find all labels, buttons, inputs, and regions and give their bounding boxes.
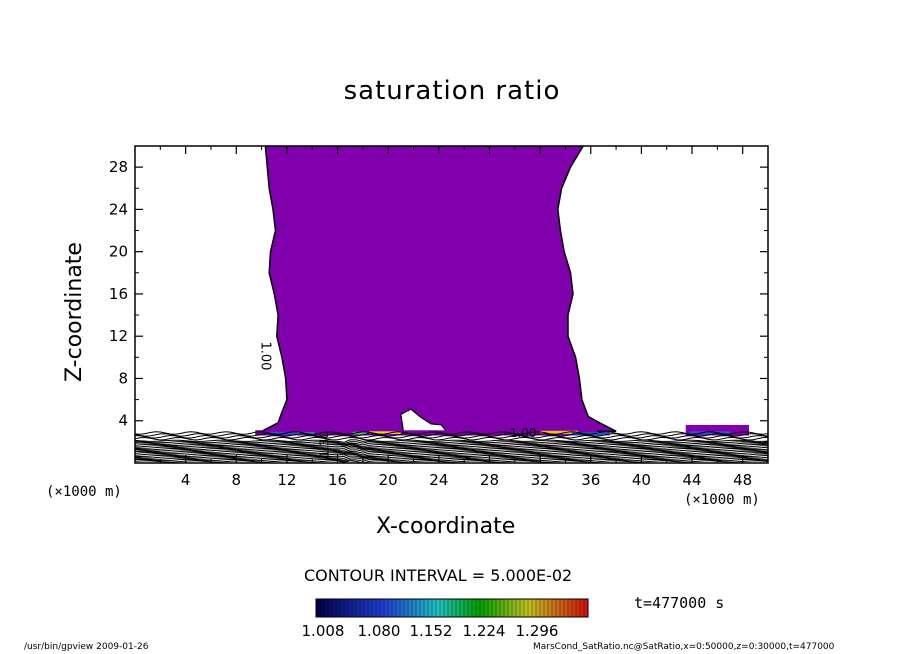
contour-interval-label: CONTOUR INTERVAL = 5.000E-02 <box>304 566 573 585</box>
contour-label: 1.00 <box>258 341 273 370</box>
footer-source: MarsCond_SatRatio.nc@SatRatio,x=0:50000,… <box>533 642 835 652</box>
y-tick-label: 12 <box>109 327 128 345</box>
time-label: t=477000 s <box>634 594 725 612</box>
x-tick-label: 48 <box>733 471 752 489</box>
contour-label: 1.00 <box>510 426 537 440</box>
x-tick-label: 28 <box>480 471 499 489</box>
cloud-band <box>540 430 579 434</box>
cloud-band <box>352 431 367 435</box>
chart-title: saturation ratio <box>343 76 561 106</box>
contour-line <box>135 449 768 453</box>
x-tick-label: 20 <box>379 471 398 489</box>
x-tick-label: 16 <box>328 471 347 489</box>
x-tick-label: 4 <box>181 471 191 489</box>
contour-line <box>135 457 768 461</box>
x-unit-label: (×1000 m) <box>684 492 760 508</box>
colorbar-tick-label: 1.008 <box>302 622 345 640</box>
footer-command: /usr/bin/gpview 2009-01-26 <box>24 642 149 652</box>
contour-line <box>135 453 768 458</box>
x-tick-label: 8 <box>232 471 242 489</box>
contour-line <box>135 439 768 443</box>
contour-line <box>135 440 768 445</box>
x-tick-label: 36 <box>581 471 600 489</box>
contour-line <box>135 451 768 456</box>
x-tick-label: 44 <box>682 471 701 489</box>
contour-line <box>135 443 768 448</box>
contour-line <box>135 447 768 451</box>
x-tick-label: 40 <box>632 471 651 489</box>
cloud-band <box>685 424 750 436</box>
y-tick-label: 4 <box>118 412 128 430</box>
plot-area: 1.00 1.30 1.00 <box>135 146 768 463</box>
cloud-band <box>369 431 401 434</box>
y-tick-label: 16 <box>109 285 128 303</box>
plot-frame <box>134 145 769 464</box>
contour-line <box>135 450 768 454</box>
contour-line <box>135 458 768 462</box>
y-tick-label: 8 <box>118 369 128 387</box>
contour-line <box>135 442 768 446</box>
contour-line <box>135 452 768 457</box>
contour-label: 1.30 <box>318 431 332 458</box>
y-tick-label: 28 <box>109 158 128 176</box>
y-tick-label: 24 <box>109 200 128 218</box>
contour-line <box>135 455 768 460</box>
contour-line <box>135 434 768 439</box>
x-tick-label: 12 <box>277 471 296 489</box>
colorbar-tick-label: 1.080 <box>358 622 401 640</box>
colorbar-tick-label: 1.296 <box>516 622 559 640</box>
colorbar-tick-label: 1.152 <box>410 622 453 640</box>
x-tick-label: 24 <box>429 471 448 489</box>
contour-line <box>135 445 768 450</box>
cloud-band <box>689 431 731 435</box>
contour-line <box>135 431 768 435</box>
x-axis-label: X-coordinate <box>376 514 516 539</box>
z-unit-label: (×1000 m) <box>46 484 122 500</box>
x-tick-label: 32 <box>531 471 550 489</box>
contour-line <box>135 433 768 437</box>
contour-line <box>135 444 768 449</box>
colorbar-tick-label: 1.224 <box>463 622 506 640</box>
y-tick-label: 20 <box>109 243 128 261</box>
contour-line <box>135 460 768 463</box>
saturated-region <box>261 146 617 433</box>
contour-line <box>135 436 768 441</box>
